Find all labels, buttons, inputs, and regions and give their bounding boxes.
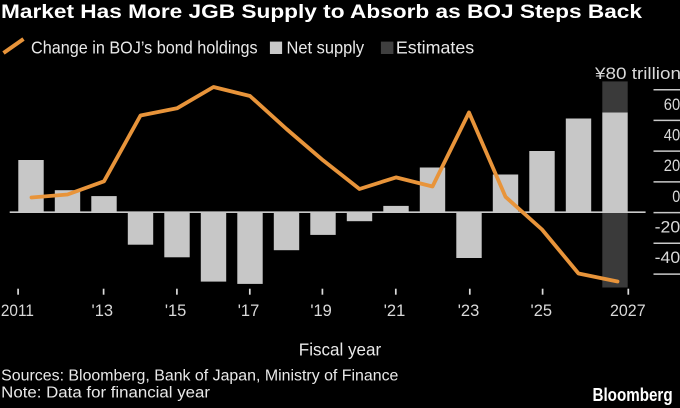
svg-text:2027: 2027: [610, 301, 646, 320]
svg-text:'25: '25: [531, 301, 553, 320]
svg-text:'21: '21: [384, 301, 406, 320]
svg-text:0: 0: [672, 187, 680, 206]
svg-text:40: 40: [664, 126, 680, 145]
svg-text:Change in BOJ’s bond holdings: Change in BOJ’s bond holdings: [31, 37, 258, 57]
svg-text:'13: '13: [92, 301, 114, 320]
svg-text:-40: -40: [655, 248, 680, 267]
svg-text:Estimates: Estimates: [396, 37, 475, 57]
svg-text:Net supply: Net supply: [287, 37, 365, 57]
svg-text:'23: '23: [458, 301, 480, 320]
svg-text:20: 20: [664, 156, 680, 175]
svg-text:2011: 2011: [1, 301, 34, 320]
svg-text:'15: '15: [165, 301, 187, 320]
svg-text:Fiscal year: Fiscal year: [299, 339, 382, 359]
svg-text:'17: '17: [238, 301, 260, 320]
svg-text:¥80 trillion: ¥80 trillion: [594, 64, 680, 83]
svg-text:60: 60: [664, 95, 680, 114]
svg-text:'19: '19: [310, 301, 332, 320]
svg-text:Bloomberg: Bloomberg: [593, 385, 673, 405]
svg-text:Sources: Bloomberg, Bank of Ja: Sources: Bloomberg, Bank of Japan, Minis…: [1, 368, 398, 385]
svg-text:Market Has More JGB Supply to: Market Has More JGB Supply to Absorb as …: [1, 2, 643, 23]
svg-text:-20: -20: [655, 218, 680, 237]
svg-text:Note: Data for financial year: Note: Data for financial year: [1, 384, 210, 401]
